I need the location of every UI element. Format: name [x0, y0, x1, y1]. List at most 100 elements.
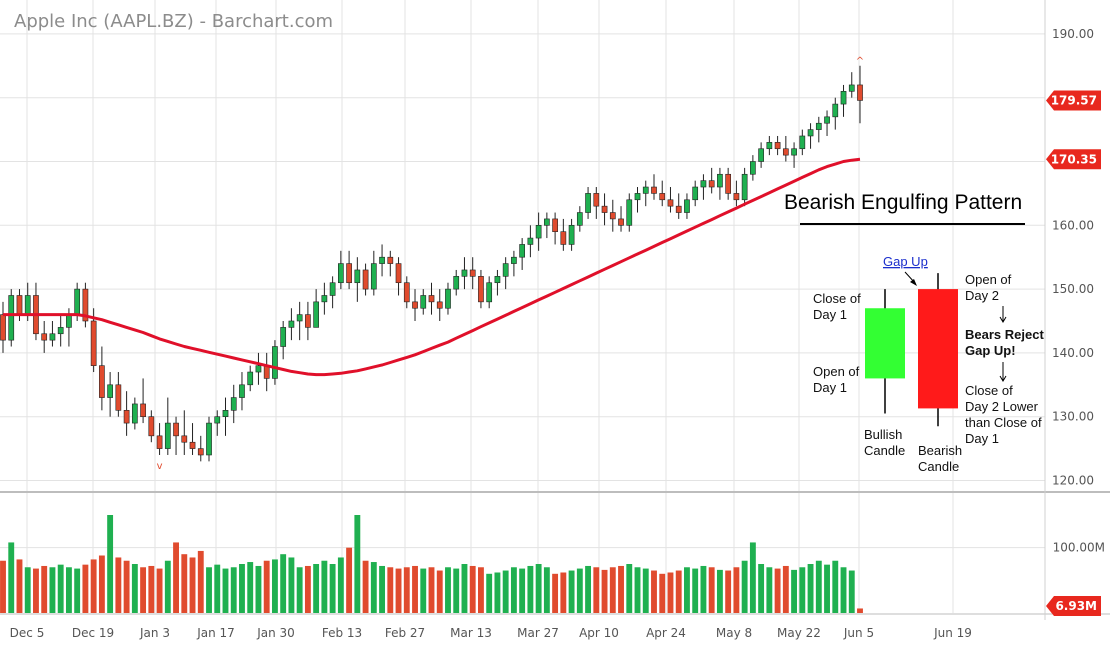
candle — [741, 167, 748, 207]
volume-bar — [41, 565, 48, 613]
candle-body — [197, 448, 204, 456]
candle — [824, 110, 830, 136]
volume-bar — [98, 555, 105, 613]
price-badge-shape — [1046, 90, 1101, 111]
volume-bar — [585, 565, 592, 613]
candle — [527, 225, 534, 258]
volume-bar — [684, 567, 690, 613]
candle — [758, 142, 764, 168]
volume-tick-label: 100.00M — [1053, 541, 1105, 555]
candle-body — [296, 314, 303, 322]
candle-body — [99, 365, 105, 398]
candle-body — [428, 295, 435, 303]
candle — [750, 155, 756, 181]
candle-body — [346, 263, 352, 284]
volume-bar — [239, 564, 245, 613]
candle — [296, 301, 303, 341]
volume-bar — [469, 565, 476, 613]
candle-body — [16, 295, 23, 315]
volume-bar — [255, 565, 262, 613]
candle — [486, 276, 493, 309]
volume-bar — [848, 570, 855, 613]
volume-bar — [313, 564, 320, 613]
candle — [395, 257, 402, 296]
candle — [774, 135, 781, 156]
candle-body — [782, 148, 789, 156]
pattern-title: Bearish Engulfing Pattern — [784, 191, 1022, 214]
candle — [123, 391, 130, 436]
volume-bar — [502, 570, 509, 613]
candle — [41, 321, 48, 353]
volume-bar — [412, 565, 418, 613]
candle-body — [461, 269, 468, 277]
x-tick-label: Jun 19 — [933, 626, 972, 640]
candle — [560, 218, 567, 251]
volume-bar — [560, 572, 567, 613]
bullish-candle-body — [865, 308, 905, 379]
volume-bar — [766, 567, 773, 613]
candle — [717, 167, 723, 200]
candle — [222, 397, 229, 436]
candle-body — [519, 244, 525, 258]
volume-bar — [782, 565, 789, 613]
candle — [272, 340, 278, 385]
candle-body — [420, 295, 427, 309]
price-badge-label: 6.93M — [1055, 599, 1097, 613]
candle — [667, 187, 674, 213]
down-arrow-2-head-icon — [999, 375, 1007, 382]
candle — [181, 410, 188, 455]
candle-body — [824, 116, 830, 124]
volume-bar — [692, 568, 699, 613]
volume-bar — [634, 567, 641, 613]
x-tick-label: Apr 10 — [579, 626, 619, 640]
candle-body — [857, 84, 863, 101]
volume-bar — [8, 542, 15, 613]
candle — [33, 282, 39, 341]
volume-bar — [173, 542, 179, 613]
candle-body — [832, 103, 839, 118]
price-badge-label: 170.35 — [1051, 152, 1097, 166]
volume-bar — [527, 565, 534, 613]
low-marker-icon: v — [157, 461, 163, 472]
volume-bar — [24, 567, 31, 613]
volume-bar — [65, 567, 72, 613]
gap-up-link[interactable]: Gap Up — [883, 254, 928, 269]
volume-bar — [214, 564, 221, 613]
candle-body — [148, 416, 155, 437]
x-tick-label: May 8 — [716, 626, 752, 640]
y-tick-label: 160.00 — [1052, 218, 1094, 232]
bullish-candle-label: Candle — [864, 443, 905, 458]
x-tick-label: Mar 13 — [450, 626, 492, 640]
candle — [107, 372, 113, 417]
candle-body — [107, 384, 113, 398]
candle — [206, 416, 212, 462]
candle — [848, 72, 855, 98]
candle — [576, 206, 583, 232]
candle — [766, 135, 773, 156]
y-tick-label: 130.00 — [1052, 410, 1094, 424]
volume-bar — [395, 568, 402, 613]
candle-body — [708, 180, 715, 188]
volume-bar — [280, 554, 287, 613]
volume-bar — [321, 560, 328, 613]
volume-bar — [189, 557, 196, 613]
candle — [725, 167, 732, 200]
candle — [700, 174, 707, 200]
candle-body — [313, 301, 319, 328]
bears-reject-label: Bears Reject — [965, 327, 1044, 342]
candle — [214, 410, 221, 436]
candle — [197, 435, 204, 462]
close-day1-label: Day 1 — [813, 307, 847, 322]
volume-bar — [74, 568, 81, 613]
candle — [329, 276, 336, 309]
candle — [387, 250, 394, 277]
candle-body — [642, 186, 649, 194]
candle — [0, 301, 6, 353]
volume-bar — [445, 567, 451, 613]
candle-body — [74, 288, 81, 315]
bearish-candle-label: Bearish — [918, 443, 962, 458]
candle — [519, 238, 525, 270]
candle-body — [395, 263, 402, 284]
candle-body — [255, 365, 262, 373]
